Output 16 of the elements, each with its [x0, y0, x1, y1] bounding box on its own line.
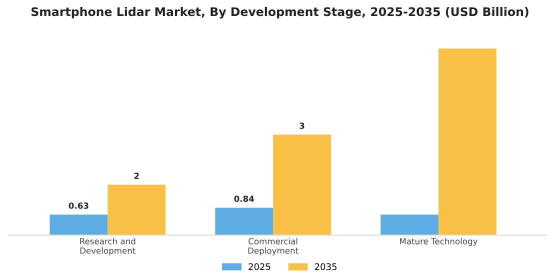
legend-label: 2025	[248, 263, 270, 270]
bar	[380, 214, 438, 236]
x-tick-label: Commercial Deployment	[248, 238, 298, 256]
legend-label: 2035	[314, 263, 336, 270]
chart-title: Smartphone Lidar Market, By Development Stage, 2025-2035 (USD Billion)	[31, 7, 528, 19]
bar	[438, 48, 496, 236]
bar	[273, 134, 331, 236]
bar	[50, 214, 108, 236]
data-label: 2	[134, 172, 139, 179]
bar	[108, 184, 166, 236]
data-label: 0.84	[234, 196, 254, 202]
x-tick-label: Mature Technology	[400, 238, 478, 246]
data-label: 0.63	[68, 202, 88, 209]
x-tick-label: Research and Development	[80, 238, 136, 256]
bar	[215, 208, 274, 236]
data-label: 3	[300, 122, 304, 129]
